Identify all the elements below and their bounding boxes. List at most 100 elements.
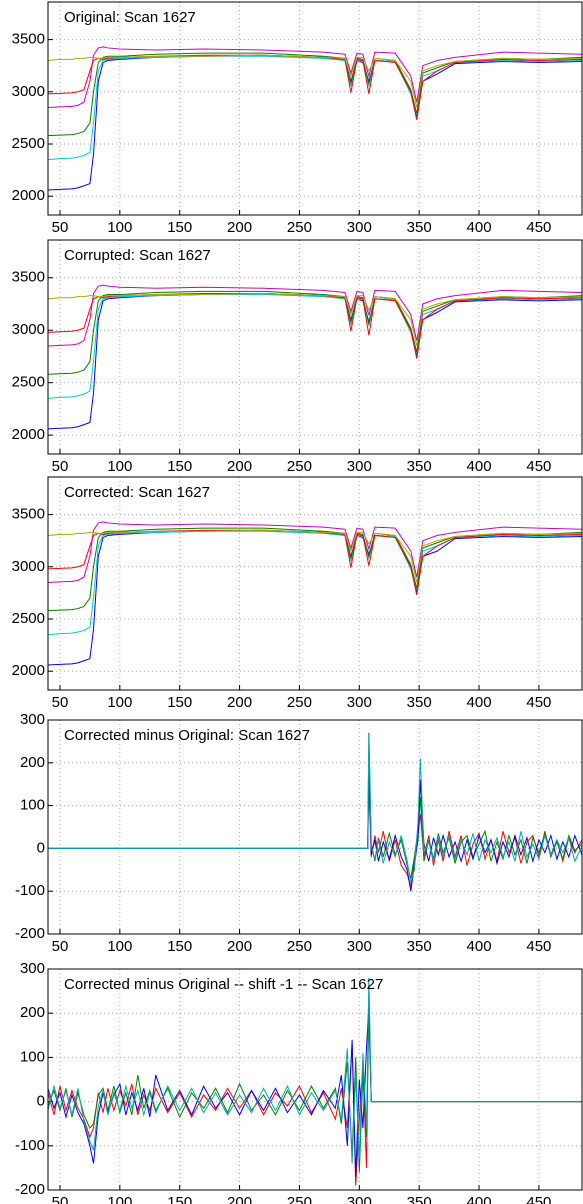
y-tick-label: -100	[15, 882, 45, 899]
series-line	[48, 284, 582, 347]
y-tick-label: -100	[15, 1137, 45, 1154]
series-line	[48, 529, 582, 596]
series-line	[48, 290, 582, 375]
plot-frame	[47, 239, 583, 455]
x-tick-label: 150	[167, 458, 192, 475]
panel: 50 100 150 200 250 300 350 400 450 -200 -100 0 100 20…	[15, 960, 583, 1204]
y-tick-label: 2500	[12, 135, 45, 152]
x-tick-label: 350	[407, 938, 432, 955]
series-line	[48, 46, 582, 108]
x-tick-label: 150	[167, 1194, 192, 1204]
y-tick-label: 200	[20, 1004, 45, 1021]
series-line	[48, 991, 582, 1186]
x-tick-label: 200	[227, 458, 252, 475]
series-line	[48, 529, 582, 583]
x-tick-label: 250	[287, 694, 312, 711]
y-tick-label: 3500	[12, 31, 45, 48]
y-tick-label: 3000	[12, 321, 45, 338]
y-tick-label: 3000	[12, 558, 45, 575]
series-line	[48, 52, 582, 137]
series-line	[48, 54, 582, 121]
series-line	[48, 1004, 582, 1177]
y-tick-label: 300	[20, 960, 45, 977]
x-tick-label: 450	[526, 694, 551, 711]
series-line	[48, 292, 582, 430]
plot-frame	[47, 719, 583, 935]
x-tick-label: 100	[107, 938, 132, 955]
x-tick-label: 100	[107, 458, 132, 475]
y-tick-label: -200	[15, 1181, 45, 1198]
series-line	[48, 292, 582, 347]
series-line	[48, 294, 582, 399]
plot-frame	[47, 968, 583, 1191]
y-tick-label: -200	[15, 925, 45, 942]
x-tick-label: 400	[467, 219, 492, 236]
y-tick-label: 2500	[12, 374, 45, 391]
panel-title: Original: Scan 1627	[64, 9, 196, 26]
series-line	[48, 762, 582, 892]
x-tick-label: 400	[467, 1194, 492, 1204]
series-line	[48, 54, 582, 191]
y-tick-label: 100	[20, 1048, 45, 1065]
x-tick-label: 350	[407, 219, 432, 236]
x-tick-label: 400	[467, 458, 492, 475]
y-tick-label: 3000	[12, 83, 45, 100]
series-line	[48, 54, 582, 108]
x-tick-label: 200	[227, 694, 252, 711]
series-line	[48, 530, 582, 636]
panel: 50 100 150 200 250 300 350 400 450 2000 2500 3000 35…	[12, 476, 583, 711]
x-tick-label: 300	[347, 938, 372, 955]
series-line	[48, 737, 582, 883]
series-line	[48, 529, 582, 666]
x-tick-label: 350	[407, 458, 432, 475]
x-tick-label: 450	[526, 1194, 551, 1204]
x-tick-label: 350	[407, 1194, 432, 1204]
panel-title: Corrected minus Original -- shift -1 -- …	[64, 976, 383, 993]
plot-frame	[47, 476, 583, 691]
y-tick-label: 2000	[12, 187, 45, 204]
y-tick-label: 2000	[12, 662, 45, 679]
x-tick-label: 400	[467, 694, 492, 711]
y-tick-label: 0	[37, 839, 45, 856]
x-tick-label: 250	[287, 1194, 312, 1204]
plot-frame	[47, 1, 583, 216]
y-tick-label: 2000	[12, 426, 45, 443]
panel-title: Corrected: Scan 1627	[64, 484, 210, 501]
x-tick-label: 300	[347, 1194, 372, 1204]
x-tick-label: 350	[407, 694, 432, 711]
series-line	[48, 527, 582, 612]
x-tick-label: 200	[227, 938, 252, 955]
x-tick-label: 200	[227, 1194, 252, 1204]
series-line	[48, 977, 582, 1164]
y-tick-label: 3500	[12, 269, 45, 286]
series-line	[48, 521, 582, 583]
x-tick-label: 250	[287, 938, 312, 955]
panel: 50 100 150 200 250 300 350 400 450 2000 2500 3000 35…	[12, 1, 583, 236]
x-tick-label: 300	[347, 458, 372, 475]
x-tick-label: 50	[52, 694, 69, 711]
x-tick-label: 100	[107, 1194, 132, 1204]
y-tick-label: 0	[37, 1093, 45, 1110]
x-tick-label: 150	[167, 694, 192, 711]
x-tick-label: 250	[287, 219, 312, 236]
panel: 50 100 150 200 250 300 350 400 450 -200 -100 0 100 20…	[15, 711, 583, 955]
x-tick-label: 200	[227, 219, 252, 236]
y-tick-label: 200	[20, 754, 45, 771]
panel-title: Corrupted: Scan 1627	[64, 247, 211, 264]
x-tick-label: 450	[526, 938, 551, 955]
x-tick-label: 300	[347, 694, 372, 711]
x-tick-label: 100	[107, 694, 132, 711]
series-line	[48, 55, 582, 161]
x-tick-label: 50	[52, 458, 69, 475]
panel-title: Corrected minus Original: Scan 1627	[64, 727, 310, 744]
x-tick-label: 250	[287, 458, 312, 475]
y-tick-label: 2500	[12, 610, 45, 627]
x-tick-label: 150	[167, 938, 192, 955]
x-tick-label: 50	[52, 938, 69, 955]
x-tick-label: 50	[52, 1194, 69, 1204]
x-tick-label: 50	[52, 219, 69, 236]
y-tick-label: 3500	[12, 506, 45, 523]
x-tick-label: 100	[107, 219, 132, 236]
